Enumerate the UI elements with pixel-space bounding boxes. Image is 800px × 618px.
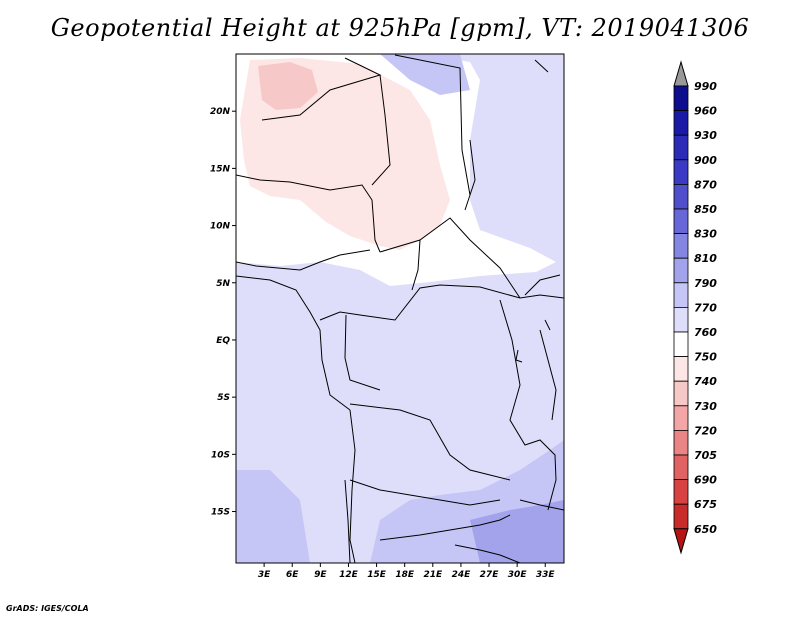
y-tick-label: 15N [210, 164, 231, 174]
x-tick-label: 21E [423, 570, 443, 580]
credit-text: GrADS: IGES/COLA [6, 604, 89, 613]
x-tick-label: 33E [536, 570, 556, 580]
colorbar-label: 690 [694, 474, 717, 487]
borders [236, 54, 564, 563]
chart-title: Geopotential Height at 925hPa [gpm], VT:… [50, 14, 750, 42]
x-tick-label: 30E [508, 570, 528, 580]
colorbar-label: 960 [694, 105, 717, 118]
colorbar-segment [673, 183, 689, 210]
map-fill [236, 54, 564, 563]
x-tick-label: 27E [480, 570, 500, 580]
x-axis: 3E 6E 9E 12E 15E 18E 21E 24E 27E 30E 33E [258, 563, 556, 580]
fill-790-810-north [380, 54, 470, 95]
colorbar-label: 830 [694, 228, 717, 241]
colorbar-segment [673, 159, 689, 185]
colorbar-label: 810 [694, 252, 717, 265]
colorbar-segment [673, 356, 689, 382]
x-tick-label: 6E [286, 570, 299, 580]
x-tick-label: 18E [395, 570, 415, 580]
colorbar-label: 705 [694, 449, 717, 462]
colorbar-label: 770 [694, 301, 717, 314]
x-tick-label: 12E [339, 570, 359, 580]
colorbar-segment [673, 380, 689, 407]
colorbar-label: 760 [694, 326, 717, 339]
colorbar-label: 720 [694, 424, 717, 437]
colorbar-segment [673, 208, 689, 235]
colorbar-segment [673, 233, 689, 259]
colorbar-label: 990 [694, 80, 717, 93]
x-tick-label: 9E [314, 570, 327, 580]
y-axis: 20N 15N 10N 5N EQ 5S 10S 15S [210, 107, 236, 518]
colorbar: 990 960 930 900 870 850 830 810 790 770 760 750 740 7… [673, 60, 717, 555]
colorbar-label: 740 [694, 375, 717, 388]
colorbar-label: 870 [694, 178, 717, 191]
y-tick-label: 5S [217, 393, 230, 403]
y-tick-label: EQ [216, 336, 230, 346]
colorbar-extend-top [673, 60, 689, 87]
y-tick-label: 15S [211, 508, 230, 518]
x-tick-label: 3E [258, 570, 271, 580]
x-tick-label: 24E [452, 570, 472, 580]
colorbar-label: 790 [694, 277, 717, 290]
colorbar-label: 900 [694, 154, 717, 167]
colorbar-label: 675 [694, 498, 717, 511]
fill-740-750 [258, 62, 318, 110]
fill-790-810-sw [236, 470, 310, 563]
colorbar-segment [673, 110, 689, 136]
colorbar-segment [673, 479, 689, 505]
y-tick-label: 5N [216, 279, 230, 289]
colorbar-segment [673, 306, 689, 333]
plot-frame [235, 53, 565, 564]
colorbar-extend-bottom [673, 528, 689, 555]
colorbar-segment [673, 282, 689, 308]
colorbar-label: 850 [694, 203, 717, 216]
colorbar-segment [673, 429, 689, 456]
x-tick-label: 15E [367, 570, 387, 580]
y-tick-label: 10S [211, 450, 230, 460]
colorbar-segment [673, 454, 689, 481]
colorbar-label: 750 [694, 351, 717, 364]
colorbar-segment [673, 405, 689, 431]
colorbar-label: 930 [694, 129, 717, 142]
colorbar-segment [673, 134, 689, 161]
colorbar-segment [673, 85, 689, 112]
fill-810-830 [470, 500, 564, 563]
y-tick-label: 20N [210, 107, 231, 117]
colorbar-segment [673, 257, 689, 284]
colorbar-label: 730 [694, 400, 717, 413]
colorbar-label: 650 [694, 523, 717, 536]
colorbar-segment [673, 503, 689, 530]
y-tick-label: 10N [210, 222, 231, 232]
colorbar-segment [673, 331, 689, 358]
